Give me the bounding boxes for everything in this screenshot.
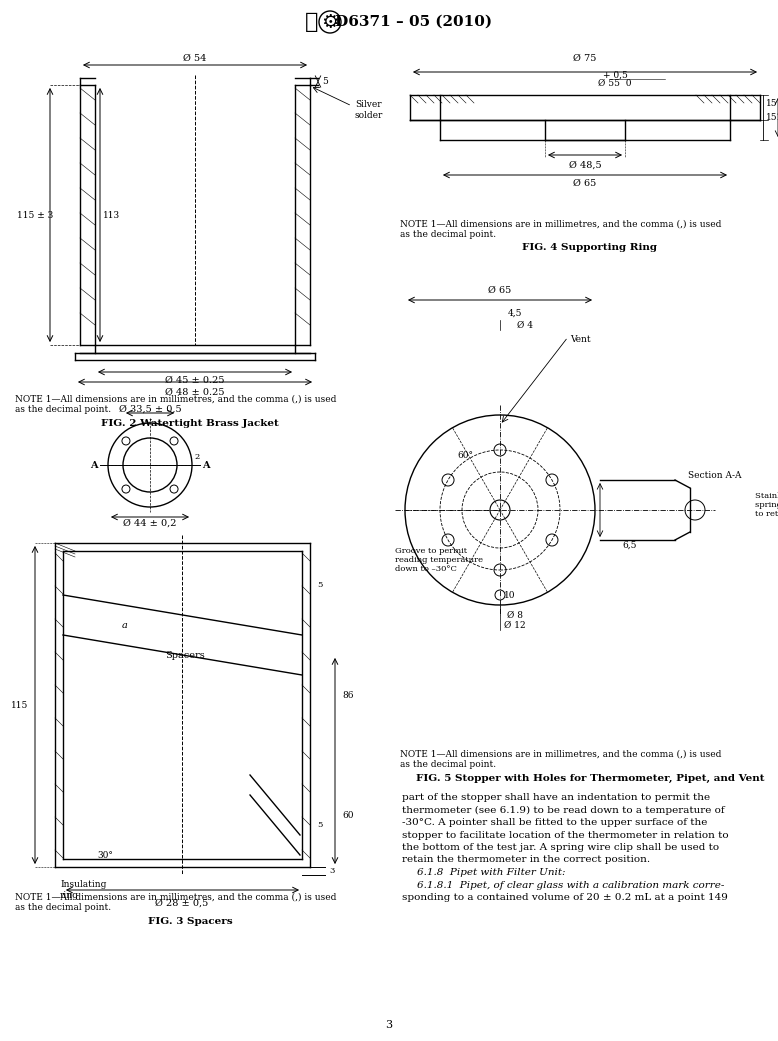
- Text: part of the stopper shall have an indentation to permit the: part of the stopper shall have an indent…: [402, 793, 710, 802]
- Text: + 0,5: + 0,5: [603, 71, 627, 79]
- Text: Ø 28 ± 0,5: Ø 28 ± 0,5: [156, 898, 209, 908]
- Text: 115 ± 3: 115 ± 3: [17, 210, 53, 220]
- Text: retain the thermometer in the correct position.: retain the thermometer in the correct po…: [402, 856, 650, 864]
- Text: 115: 115: [12, 701, 29, 710]
- Text: 15: 15: [766, 113, 778, 123]
- Text: sponding to a contained volume of 20 ± 0.2 mL at a point 149: sponding to a contained volume of 20 ± 0…: [402, 893, 728, 902]
- Text: 10: 10: [504, 590, 516, 600]
- Text: Ø 65: Ø 65: [573, 178, 597, 187]
- Text: A: A: [90, 460, 98, 469]
- Text: Groove to permit
reading temperature
down to –30°C: Groove to permit reading temperature dow…: [395, 547, 483, 574]
- Text: Ø 8: Ø 8: [507, 610, 523, 619]
- Text: Ø 45 ± 0.25: Ø 45 ± 0.25: [165, 376, 225, 384]
- Text: Ø 44 ± 0,2: Ø 44 ± 0,2: [123, 518, 177, 528]
- Text: Ø 48 ± 0.25: Ø 48 ± 0.25: [165, 387, 225, 397]
- Text: Silver
solder: Silver solder: [355, 100, 384, 120]
- Text: Ø 65: Ø 65: [489, 285, 512, 295]
- Text: Ø 54: Ø 54: [184, 53, 207, 62]
- Text: 25: 25: [776, 112, 778, 122]
- Text: Insulating
ring: Insulating ring: [60, 881, 107, 899]
- Text: Section A-A: Section A-A: [689, 471, 741, 480]
- Text: 86: 86: [342, 690, 354, 700]
- Text: 4,5: 4,5: [508, 308, 522, 318]
- Text: stopper to facilitate location of the thermometer in relation to: stopper to facilitate location of the th…: [402, 831, 729, 839]
- Text: 5: 5: [322, 77, 328, 86]
- Text: Ⓜ: Ⓜ: [305, 12, 319, 32]
- Text: NOTE 1—All dimensions are in millimetres, and the comma (,) is used
as the decim: NOTE 1—All dimensions are in millimetres…: [15, 395, 336, 414]
- Text: 2: 2: [194, 453, 200, 461]
- Text: FIG. 5 Stopper with Holes for Thermometer, Pipet, and Vent: FIG. 5 Stopper with Holes for Thermomete…: [415, 773, 764, 783]
- Text: ⚙: ⚙: [321, 12, 338, 31]
- Text: 30°: 30°: [97, 850, 113, 860]
- Text: a: a: [122, 620, 128, 630]
- Text: 3: 3: [329, 867, 335, 875]
- Text: 6,5: 6,5: [622, 540, 637, 550]
- Text: Vent: Vent: [570, 335, 591, 345]
- Text: FIG. 4 Supporting Ring: FIG. 4 Supporting Ring: [523, 244, 657, 253]
- Text: 3: 3: [385, 1020, 393, 1030]
- Text: Ø 55  0: Ø 55 0: [598, 78, 632, 87]
- Text: FIG. 3 Spacers: FIG. 3 Spacers: [148, 916, 233, 925]
- Text: 6.1.8  Pipet with Filter Unit:: 6.1.8 Pipet with Filter Unit:: [417, 868, 566, 877]
- Text: the bottom of the test jar. A spring wire clip shall be used to: the bottom of the test jar. A spring wir…: [402, 843, 719, 852]
- Text: NOTE 1—All dimensions are in millimetres, and the comma (,) is used
as the decim: NOTE 1—All dimensions are in millimetres…: [400, 750, 721, 769]
- Text: 6.1.8.1  Pipet, of clear glass with a calibration mark corre-: 6.1.8.1 Pipet, of clear glass with a cal…: [417, 881, 724, 889]
- Text: NOTE 1—All dimensions are in millimetres, and the comma (,) is used
as the decim: NOTE 1—All dimensions are in millimetres…: [400, 220, 721, 239]
- Text: Ø 4: Ø 4: [517, 321, 533, 330]
- Text: Ø 48,5: Ø 48,5: [569, 160, 601, 170]
- Text: FIG. 2 Watertight Brass Jacket: FIG. 2 Watertight Brass Jacket: [101, 418, 279, 428]
- Text: Ø 75: Ø 75: [573, 53, 597, 62]
- Text: Stainless steel
spring wire clip
to retain thermometer: Stainless steel spring wire clip to reta…: [755, 491, 778, 518]
- Text: A: A: [202, 460, 210, 469]
- Text: 113: 113: [103, 210, 121, 220]
- Text: thermometer (see 6.1.9) to be read down to a temperature of: thermometer (see 6.1.9) to be read down …: [402, 806, 724, 815]
- Text: 5: 5: [317, 581, 323, 589]
- Text: -30°C. A pointer shall be fitted to the upper surface of the: -30°C. A pointer shall be fitted to the …: [402, 818, 707, 827]
- Text: Spacers: Spacers: [165, 651, 205, 660]
- Text: NOTE 1—All dimensions are in millimetres, and the comma (,) is used
as the decim: NOTE 1—All dimensions are in millimetres…: [15, 893, 336, 912]
- Text: Ø 12: Ø 12: [504, 620, 526, 630]
- Text: Ø 33,5 ± 0,5: Ø 33,5 ± 0,5: [119, 405, 181, 413]
- Text: 60: 60: [342, 811, 354, 819]
- Text: 5: 5: [317, 821, 323, 829]
- Text: 60°: 60°: [457, 451, 473, 459]
- Text: D6371 – 05 (2010): D6371 – 05 (2010): [335, 15, 492, 29]
- Text: 15: 15: [766, 99, 778, 107]
